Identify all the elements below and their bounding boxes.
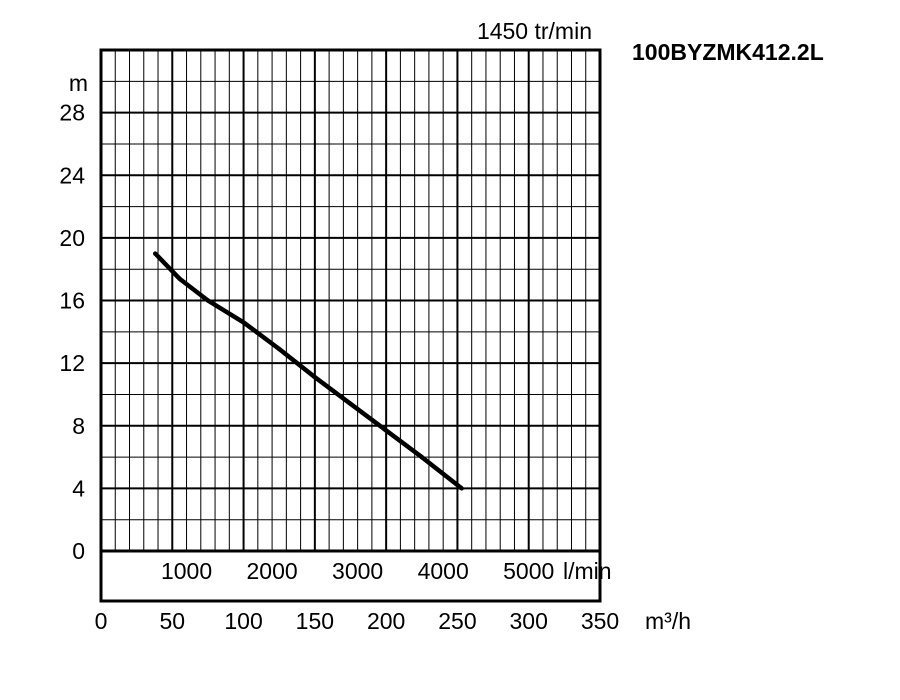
y-tick-label: 4 — [72, 475, 85, 501]
x2-tick-label: 4000 — [418, 558, 469, 584]
head-curve — [153, 251, 464, 491]
x2-tick-label: 5000 — [503, 558, 554, 584]
y-tick-label: 8 — [72, 413, 85, 439]
x-tick-label: 300 — [510, 608, 548, 634]
curve-point — [241, 320, 246, 325]
speed-label: 1450 tr/min — [477, 18, 592, 44]
curve-point — [419, 454, 424, 460]
curve-point — [348, 401, 353, 407]
y-tick-label: 24 — [59, 162, 85, 188]
x-tick-label: 0 — [95, 608, 108, 634]
curve-point — [177, 276, 182, 281]
plot-border — [99, 48, 602, 603]
curve-layer — [152, 251, 464, 491]
x-axis-label: m³/h — [645, 608, 691, 634]
x-tick-label: 350 — [581, 608, 619, 634]
y-axis-label: m — [69, 70, 88, 96]
y-tick-label: 20 — [59, 225, 85, 251]
y-tick-label: 12 — [59, 350, 85, 376]
curve-point — [205, 298, 211, 303]
y-tick-label: 28 — [59, 100, 85, 126]
y-tick-label: 16 — [59, 288, 85, 314]
x-tick-label: 50 — [159, 608, 185, 634]
labels: 100BYZMK412.2L 1450 tr/min m m³/h l/min … — [59, 18, 823, 634]
x2-axis-label: l/min — [563, 558, 612, 584]
chart-title: 100BYZMK412.2L — [632, 39, 824, 65]
x-tick-label: 250 — [438, 608, 476, 634]
curve-point — [152, 251, 158, 256]
curve-point — [312, 375, 318, 380]
x-tick-label: 100 — [224, 608, 262, 634]
x2-tick-label: 1000 — [161, 558, 212, 584]
grid — [100, 49, 601, 552]
x-tick-label: 150 — [296, 608, 334, 634]
x2-tick-label: 3000 — [332, 558, 383, 584]
curve-point — [383, 428, 389, 433]
curve-point — [459, 486, 464, 491]
chart-frame — [99, 48, 602, 603]
curve-point — [277, 346, 282, 352]
x-tick-label: 200 — [367, 608, 405, 634]
y-tick-label: 0 — [72, 538, 85, 564]
x2-tick-label: 2000 — [246, 558, 297, 584]
